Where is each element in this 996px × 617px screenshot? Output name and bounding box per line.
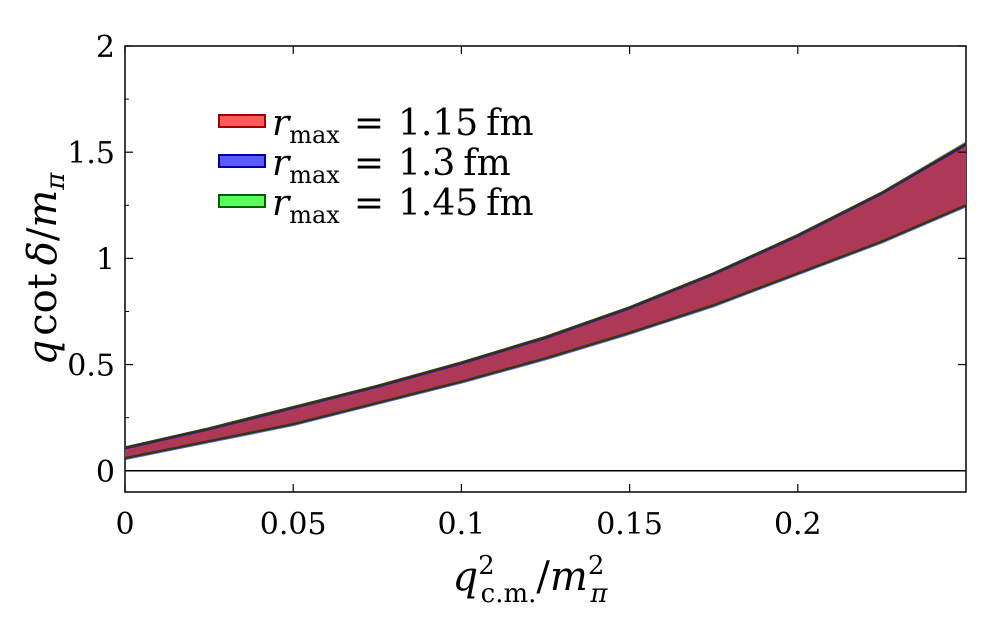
y-label-func: cot — [20, 273, 66, 336]
band-2-lower-edge — [124, 204, 967, 460]
y-label-slash: / — [20, 227, 66, 241]
legend-swatch-2 — [218, 194, 266, 208]
x-label-base: q — [453, 554, 479, 600]
legend-1-eq: = — [354, 143, 384, 184]
legend-entry-0: rmax = 1.15 fm — [272, 103, 534, 149]
legend-0-unit: fm — [486, 103, 533, 144]
legend-entry-2: rmax = 1.45 fm — [272, 183, 534, 229]
x-tick-label-1: 0.05 — [260, 507, 327, 542]
band-2-upper-edge — [124, 141, 967, 449]
legend-2-unit: fm — [486, 183, 533, 224]
legend-2-eq: = — [354, 183, 384, 224]
y-axis-label: q cot δ/mπ — [20, 172, 71, 366]
legend-swatch-1 — [218, 154, 266, 168]
legend-2-sub: max — [289, 201, 340, 229]
x-label-denom-base: m — [550, 554, 588, 600]
legend-0-value: 1.15 — [398, 103, 478, 144]
y-tick-label-1: 0.5 — [67, 349, 115, 384]
band-overlap — [125, 143, 966, 459]
plot-frame — [124, 45, 967, 493]
x-label-slash: / — [536, 554, 550, 600]
legend-2-var: r — [272, 183, 291, 224]
legend-swatch-0 — [218, 114, 266, 128]
x-tick-label-4: 0.2 — [774, 507, 822, 542]
y-label-var: δ — [20, 241, 66, 265]
legend-1-value: 1.3 — [398, 143, 455, 184]
y-label-denom-sub: π — [41, 172, 71, 191]
y-label-denom-base: m — [20, 190, 66, 228]
y-tick-label-3: 1.5 — [67, 136, 115, 171]
tick-labels: 0 0.05 0.1 0.15 0.2 0 0.5 1 1.5 2 — [67, 30, 821, 542]
x-label-sub: c.m. — [481, 579, 537, 609]
ticks — [124, 45, 966, 492]
x-label-denom-sup: 2 — [588, 551, 605, 581]
legend-1-sub: max — [289, 161, 340, 189]
bands — [124, 141, 967, 461]
band-1-upper-edge — [124, 143, 967, 450]
y-tick-label-0: 0 — [96, 455, 115, 490]
x-tick-label-3: 0.15 — [596, 507, 663, 542]
x-tick-label-2: 0.1 — [438, 507, 486, 542]
x-axis-label: q2 c.m./m2 π — [453, 551, 609, 609]
legend-0-eq: = — [354, 103, 384, 144]
x-label-denom-sub: π — [589, 579, 608, 609]
band-2 — [125, 142, 966, 459]
y-tick-label-2: 1 — [96, 242, 115, 277]
legend-0-var: r — [272, 103, 291, 144]
band-0 — [125, 143, 966, 459]
x-tick-label-0: 0 — [115, 507, 134, 542]
legend-2-value: 1.45 — [398, 183, 478, 224]
band-0-upper-edge — [124, 142, 967, 449]
y-tick-label-4: 2 — [96, 30, 115, 65]
y-label-prefix: q — [20, 340, 66, 366]
legend-1-unit: fm — [463, 143, 510, 184]
legend: rmax = 1.15 fm rmax = 1.3 fm rmax = 1.45 fm — [218, 103, 534, 229]
legend-0-sub: max — [289, 121, 340, 149]
legend-entry-1: rmax = 1.3 fm — [272, 143, 511, 189]
band-1 — [125, 144, 966, 460]
legend-1-var: r — [272, 143, 291, 184]
x-label-sup: 2 — [478, 551, 495, 581]
